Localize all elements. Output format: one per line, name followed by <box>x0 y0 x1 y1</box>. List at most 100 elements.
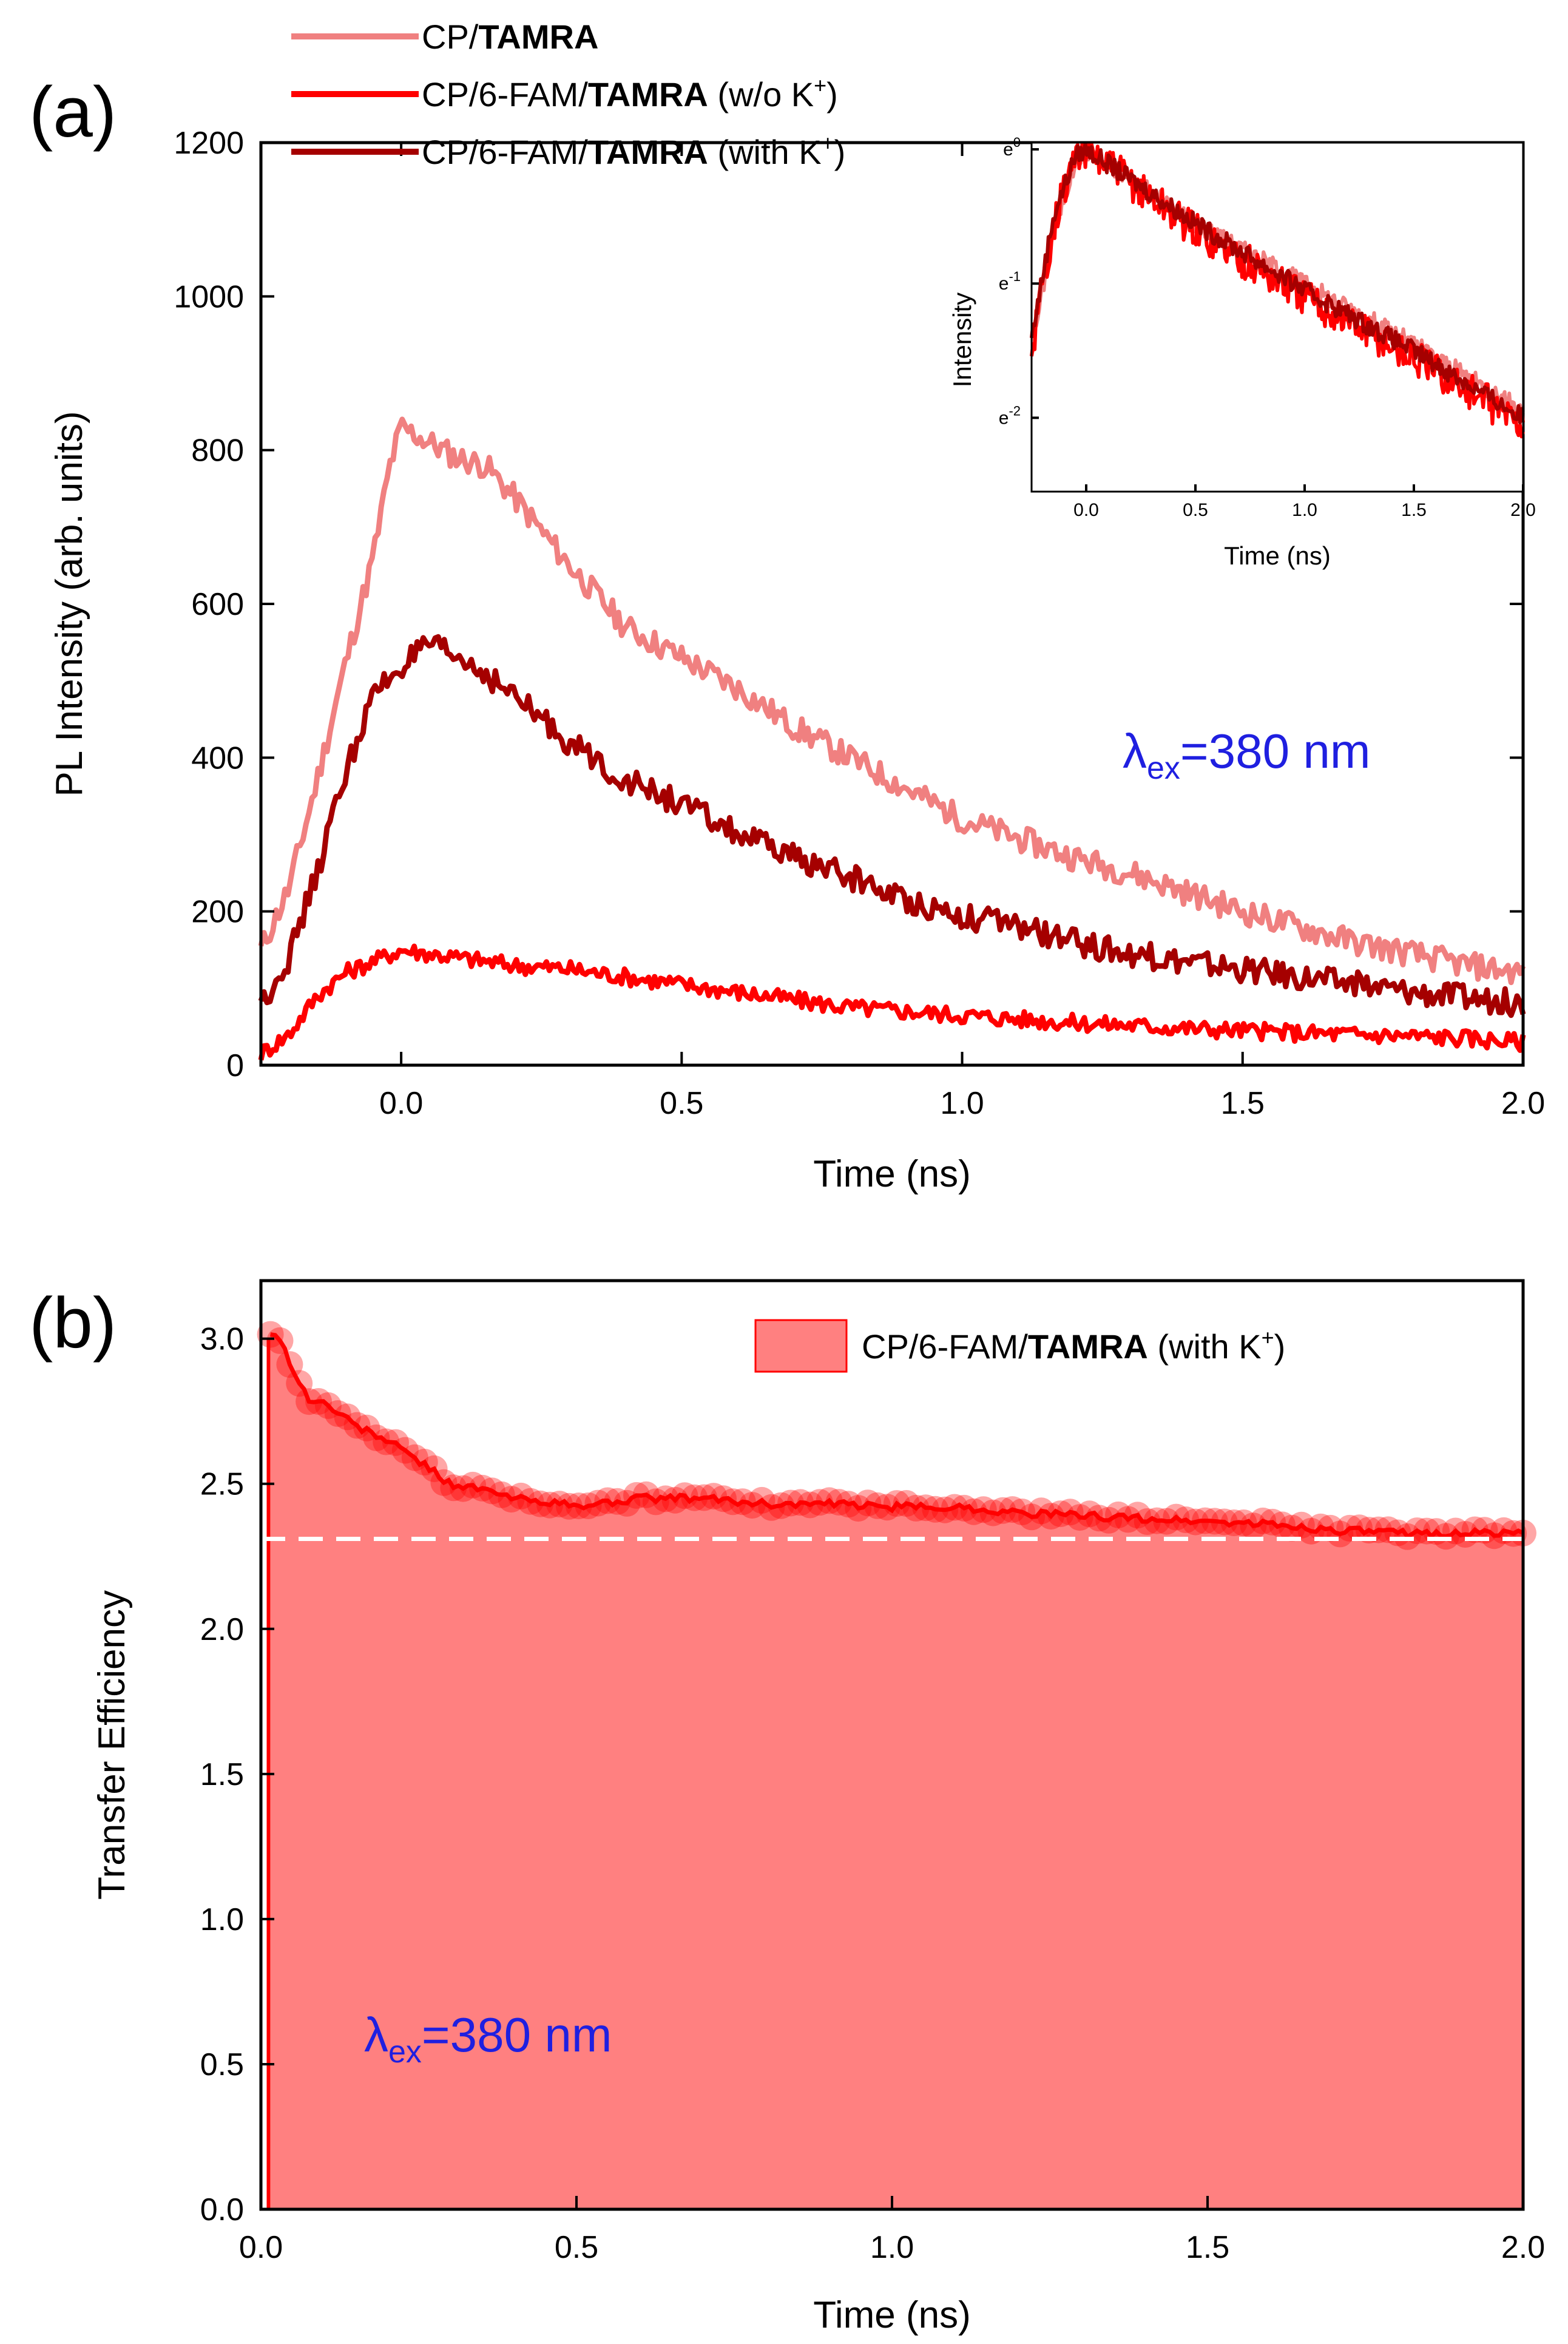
lambda-symbol: λ <box>1123 724 1147 778</box>
panel-a-legend-label-2: CP/6-FAM/TAMRA (with K+) <box>422 130 845 171</box>
panel-b-marker <box>632 1481 660 1508</box>
panel-b-marker <box>777 1489 805 1517</box>
inset-ytick-base: e <box>999 274 1009 294</box>
panel-b-marker <box>1095 1506 1123 1534</box>
panel-a-ytick-label: 1200 <box>174 126 244 161</box>
inset-ylabel: Intensity <box>948 293 976 387</box>
inset-ytick-base: e <box>999 408 1009 428</box>
panel-b-marker <box>864 1492 891 1519</box>
lambda-value: =380 nm <box>422 2008 612 2062</box>
panel-b-marker <box>1336 1514 1364 1542</box>
panel-b-marker <box>671 1482 698 1509</box>
inset-xtick-label: 1.5 <box>1401 500 1427 520</box>
panel-b-marker <box>363 1424 390 1451</box>
panel-a-ytick-label: 400 <box>191 740 244 776</box>
inset-ytick-label: e-2 <box>999 403 1021 428</box>
panel-b-marker <box>1259 1508 1286 1536</box>
panel-b-series-group <box>257 1321 1536 2209</box>
panel-b-series-line <box>270 1332 1524 1540</box>
panel-b-xtick-label: 0.5 <box>555 2230 598 2265</box>
panel-a-series-line-1 <box>258 943 1526 1061</box>
panel-a-legend-label-0: CP/TAMRA <box>422 18 598 56</box>
panel-b-marker <box>623 1482 650 1509</box>
panel-b-legend-swatch <box>754 1319 848 1373</box>
legend-name: CP/6-FAM/ <box>422 75 588 113</box>
panel-b-marker <box>314 1392 342 1419</box>
panel-b-marker <box>710 1485 737 1512</box>
inset-ytick-label: e0 <box>1003 135 1021 160</box>
panel-b-marker <box>305 1388 332 1415</box>
panel-b-marker <box>1076 1500 1103 1528</box>
panel-b-marker <box>546 1491 573 1518</box>
panel-b-marker <box>296 1388 323 1415</box>
panel-b-marker <box>517 1488 544 1515</box>
legend-name-bold: TAMRA <box>588 133 708 171</box>
panel-b-marker <box>1317 1514 1344 1542</box>
panel-b-marker <box>498 1486 525 1513</box>
panel-b-ytick-label: 2.5 <box>200 1467 244 1502</box>
panel-b-marker <box>1114 1506 1141 1533</box>
panel-b-marker <box>1433 1523 1459 1550</box>
panel-b-marker <box>459 1471 487 1499</box>
panel-b-marker <box>835 1491 862 1518</box>
panel-b-ytick-label: 0.0 <box>200 2192 244 2227</box>
panel-b-marker <box>536 1491 564 1519</box>
panel-a-ytick-label: 1000 <box>174 279 244 314</box>
panel-b-chart: 0.0 0.5 1.0 1.5 2.0 0.0 0.5 1.0 1.5 2.0 2.5 3.0 Tim… <box>91 1279 1545 2336</box>
panel-b-marker <box>1481 1522 1508 1550</box>
panel-b-ytick-label: 1.0 <box>200 1902 244 1937</box>
panel-b-marker <box>700 1483 728 1510</box>
inset-xtick-label: 1.0 <box>1292 500 1317 520</box>
panel-b-marker <box>266 1327 294 1354</box>
panel-b-marker <box>960 1498 987 1525</box>
panel-b-marker <box>1374 1516 1402 1543</box>
panel-a-ytick-label: 800 <box>191 433 244 469</box>
panel-b-marker <box>893 1490 920 1517</box>
inset-xtick-label: 0.0 <box>1073 500 1099 520</box>
panel-b-marker <box>1346 1514 1373 1542</box>
panel-b-marker <box>488 1481 515 1508</box>
panel-a-ytick-label: 600 <box>191 587 244 622</box>
panel-b-marker <box>1288 1511 1315 1539</box>
inset-ytick-label: e-1 <box>999 269 1021 294</box>
legend-end: ) <box>834 133 846 171</box>
panel-b-marker <box>594 1487 621 1514</box>
panel-b-ytick-label: 3.0 <box>200 1322 244 1357</box>
inset-series-line-2 <box>1030 142 1525 425</box>
panel-b-marker <box>825 1489 853 1516</box>
panel-b-marker <box>286 1370 313 1397</box>
inset-series-group <box>1030 142 1525 439</box>
panel-b-marker <box>382 1429 409 1456</box>
lambda-symbol: λ <box>364 2008 388 2062</box>
panel-b-marker <box>1365 1516 1392 1543</box>
panel-b-marker <box>941 1494 968 1521</box>
panel-b-marker <box>873 1494 901 1521</box>
panel-a-ticks: 0.0 0.5 1.0 1.5 2.0 0 200 400 600 800 1000 1200 <box>174 126 1545 1121</box>
legend-end: ) <box>1274 1327 1286 1366</box>
panel-b-xtick-label: 1.0 <box>870 2230 914 2265</box>
panel-b-marker <box>1086 1505 1113 1532</box>
panel-b-marker <box>652 1485 679 1512</box>
panel-b-marker <box>989 1497 1016 1524</box>
lambda-subscript: ex <box>1147 751 1180 786</box>
panel-b-marker <box>912 1494 939 1522</box>
panel-b-marker <box>758 1494 785 1521</box>
panel-b-marker <box>738 1492 766 1519</box>
panel-b-xtick-label: 1.5 <box>1186 2230 1229 2265</box>
panel-b-marker <box>1201 1508 1228 1535</box>
legend-name: CP/ <box>422 18 479 56</box>
panel-b-marker <box>1211 1508 1238 1536</box>
panel-a-xtick-label: 1.0 <box>940 1086 984 1121</box>
panel-b-marker <box>796 1491 823 1519</box>
panel-b-marker <box>1028 1497 1055 1525</box>
panel-b-ytick-label: 0.5 <box>200 2047 244 2082</box>
panel-b-marker <box>1461 1516 1489 1543</box>
legend-name-bold: TAMRA <box>1028 1327 1148 1366</box>
panel-a-series-line-0 <box>258 416 1526 986</box>
panel-b-marker <box>507 1482 535 1509</box>
lambda-value: =380 nm <box>1180 724 1371 778</box>
inset-ytick-exponent: 0 <box>1013 135 1021 150</box>
